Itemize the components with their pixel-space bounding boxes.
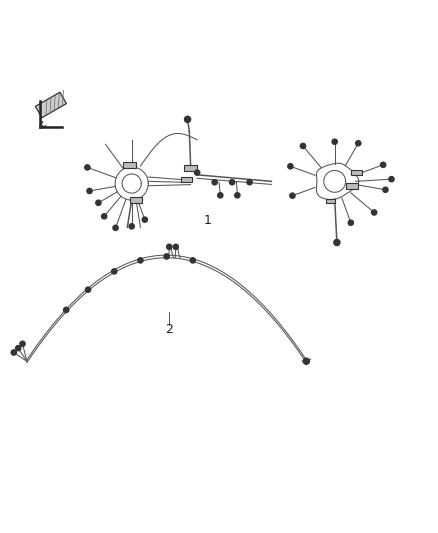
- Circle shape: [129, 224, 134, 229]
- Circle shape: [290, 193, 295, 198]
- Bar: [124, 163, 136, 168]
- Bar: [130, 197, 142, 203]
- Circle shape: [85, 165, 90, 170]
- Circle shape: [173, 244, 178, 249]
- Circle shape: [64, 308, 69, 312]
- Circle shape: [247, 180, 252, 185]
- Bar: [325, 199, 335, 204]
- Circle shape: [102, 214, 107, 219]
- Circle shape: [230, 180, 235, 185]
- Text: 1: 1: [204, 214, 212, 227]
- Circle shape: [166, 244, 172, 249]
- Circle shape: [96, 200, 101, 205]
- Circle shape: [112, 269, 117, 274]
- Circle shape: [381, 162, 386, 167]
- Circle shape: [20, 341, 25, 346]
- Circle shape: [190, 258, 195, 263]
- Circle shape: [142, 217, 148, 222]
- Circle shape: [334, 239, 340, 246]
- Circle shape: [332, 139, 337, 144]
- Circle shape: [11, 350, 16, 355]
- Circle shape: [356, 141, 361, 146]
- Circle shape: [371, 210, 377, 215]
- Bar: [351, 170, 362, 175]
- Circle shape: [212, 180, 217, 185]
- Circle shape: [15, 345, 21, 351]
- Circle shape: [383, 187, 388, 192]
- Circle shape: [87, 188, 92, 193]
- Circle shape: [303, 358, 309, 364]
- Circle shape: [194, 170, 200, 175]
- Circle shape: [113, 225, 118, 230]
- Circle shape: [389, 176, 394, 182]
- Circle shape: [288, 164, 293, 169]
- Circle shape: [300, 143, 306, 149]
- Circle shape: [235, 193, 240, 198]
- Bar: [181, 176, 192, 182]
- Circle shape: [164, 254, 169, 259]
- Circle shape: [138, 258, 143, 263]
- Polygon shape: [35, 92, 67, 118]
- Circle shape: [348, 220, 353, 225]
- Text: 2: 2: [165, 324, 173, 336]
- Circle shape: [85, 287, 91, 292]
- Circle shape: [218, 193, 223, 198]
- Circle shape: [184, 116, 191, 123]
- Bar: [346, 183, 358, 189]
- Bar: [184, 165, 197, 171]
